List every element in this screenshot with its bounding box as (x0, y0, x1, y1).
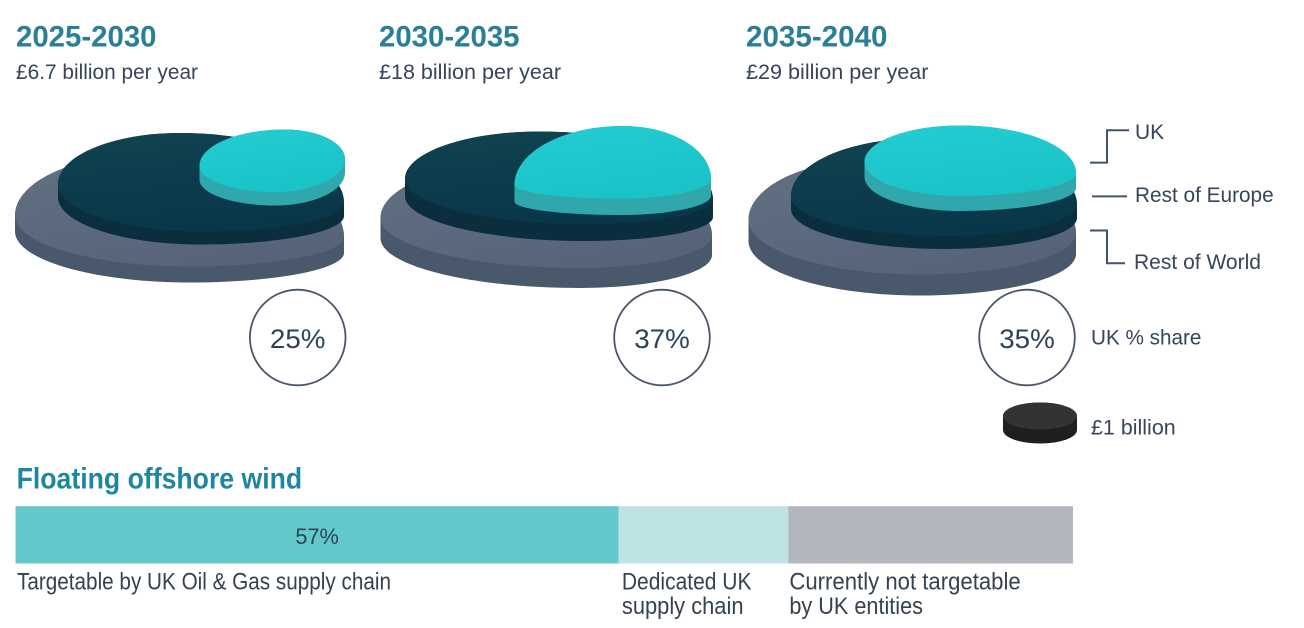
svg-text:35%: 35% (999, 324, 1055, 354)
svg-text:by UK entities: by UK entities (789, 593, 923, 620)
svg-text:Rest of Europe: Rest of Europe (1135, 184, 1274, 207)
svg-text:Dedicated UK: Dedicated UK (622, 568, 752, 595)
svg-text:2030-2035: 2030-2035 (379, 20, 520, 53)
svg-text:Currently not targetable: Currently not targetable (789, 568, 1020, 595)
svg-text:57%: 57% (295, 524, 339, 549)
svg-text:Targetable by UK Oil & Gas sup: Targetable by UK Oil & Gas supply chain (17, 568, 391, 595)
svg-text:25%: 25% (270, 324, 326, 354)
svg-text:2035-2040: 2035-2040 (746, 20, 888, 53)
svg-text:£1 billion: £1 billion (1091, 417, 1176, 440)
svg-text:UK: UK (1135, 121, 1164, 144)
svg-text:£6.7 billion per year: £6.7 billion per year (16, 60, 198, 84)
svg-text:supply chain: supply chain (622, 593, 744, 620)
svg-text:Floating offshore wind: Floating offshore wind (17, 463, 303, 496)
svg-text:Rest of World: Rest of World (1134, 251, 1261, 274)
svg-text:£29 billion per year: £29 billion per year (746, 60, 929, 84)
svg-text:37%: 37% (634, 324, 690, 354)
svg-text:UK % share: UK % share (1091, 327, 1201, 350)
svg-text:£18 billion per year: £18 billion per year (379, 60, 561, 84)
svg-text:2025-2030: 2025-2030 (16, 20, 157, 53)
